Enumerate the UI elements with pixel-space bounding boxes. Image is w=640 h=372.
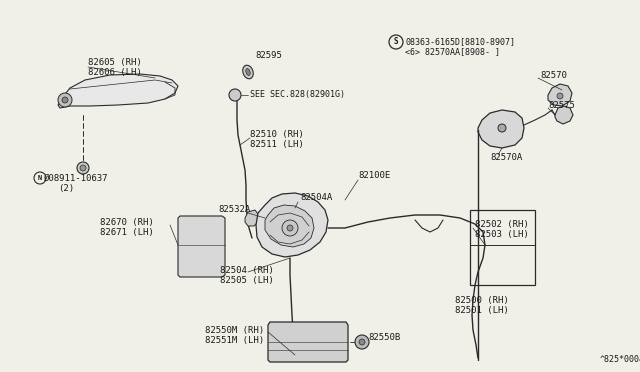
Text: <6> 82570AA[8908- ]: <6> 82570AA[8908- ] — [405, 48, 500, 57]
Text: 82551M (LH): 82551M (LH) — [205, 336, 264, 344]
Circle shape — [80, 165, 86, 171]
Text: 82606 (LH): 82606 (LH) — [88, 67, 141, 77]
Text: SEE SEC.828(82901G): SEE SEC.828(82901G) — [250, 90, 345, 99]
Circle shape — [229, 89, 241, 101]
Text: 82510 (RH): 82510 (RH) — [250, 131, 304, 140]
Polygon shape — [555, 106, 573, 124]
Polygon shape — [178, 216, 225, 277]
Polygon shape — [265, 205, 314, 247]
Circle shape — [77, 162, 89, 174]
Text: 82504A: 82504A — [300, 193, 332, 202]
Polygon shape — [58, 74, 178, 108]
Circle shape — [557, 93, 563, 99]
Circle shape — [62, 97, 68, 103]
Text: Ø08911-10637: Ø08911-10637 — [44, 173, 109, 183]
Ellipse shape — [243, 65, 253, 79]
Text: N: N — [38, 175, 42, 181]
Circle shape — [355, 335, 369, 349]
Text: 08363-6165D[8810-8907]: 08363-6165D[8810-8907] — [405, 38, 515, 46]
Text: 82511 (LH): 82511 (LH) — [250, 141, 304, 150]
Text: 82500 (RH): 82500 (RH) — [455, 295, 509, 305]
Text: 82505 (LH): 82505 (LH) — [220, 276, 274, 285]
Text: 82501 (LH): 82501 (LH) — [455, 305, 509, 314]
Polygon shape — [256, 193, 328, 257]
Circle shape — [359, 339, 365, 345]
Polygon shape — [268, 322, 348, 362]
Circle shape — [282, 220, 298, 236]
Text: 82671 (LH): 82671 (LH) — [100, 228, 154, 237]
Ellipse shape — [246, 69, 250, 76]
Circle shape — [498, 124, 506, 132]
Text: 82575: 82575 — [548, 100, 575, 109]
Text: 82532A: 82532A — [218, 205, 250, 215]
Text: 82503 (LH): 82503 (LH) — [475, 231, 529, 240]
Text: 82504 (RH): 82504 (RH) — [220, 266, 274, 275]
Circle shape — [58, 93, 72, 107]
Text: 82100E: 82100E — [358, 170, 390, 180]
Text: ^825*0004: ^825*0004 — [600, 356, 640, 365]
Circle shape — [287, 225, 293, 231]
Text: 82570A: 82570A — [490, 154, 522, 163]
Polygon shape — [548, 84, 572, 106]
Text: 82570: 82570 — [540, 71, 567, 80]
Text: 82670 (RH): 82670 (RH) — [100, 218, 154, 227]
Text: 82502 (RH): 82502 (RH) — [475, 221, 529, 230]
Text: (2): (2) — [58, 183, 74, 192]
Text: 82550B: 82550B — [368, 334, 400, 343]
Text: S: S — [394, 38, 398, 46]
Text: 82605 (RH): 82605 (RH) — [88, 58, 141, 67]
Polygon shape — [478, 110, 524, 148]
Text: 82595: 82595 — [255, 51, 282, 60]
Bar — [470, 210, 535, 285]
Text: 82550M (RH): 82550M (RH) — [205, 326, 264, 334]
Polygon shape — [245, 210, 258, 226]
